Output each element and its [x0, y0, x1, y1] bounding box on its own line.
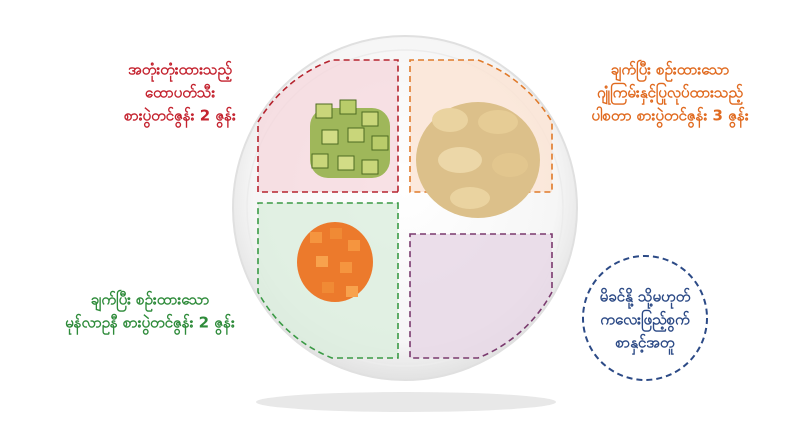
- pasta-label: ချက်ပြီး စဉ်းထားသော ဂျုံကြမ်းနှင့်ပြုလုပ…: [591, 60, 749, 129]
- label-line: ဂျုံကြမ်းနှင့်ပြုလုပ်ထားသည့်: [597, 82, 743, 106]
- pasta-food: [416, 102, 540, 218]
- label-line: ချက်ပြီး စဉ်းထားသော: [91, 290, 210, 313]
- label-line: ပါစတာ စားပွဲတင်ဇွန်း 3 ဇွန်း: [591, 106, 749, 129]
- carrot-food: [297, 222, 373, 302]
- label-line: အတုံးတုံးထားသည့်: [128, 60, 233, 83]
- label-line: စာနှင့်အတူ: [615, 333, 674, 356]
- milk-section: [409, 233, 553, 359]
- label-line: ထောပတ်သီး: [145, 83, 215, 102]
- plate-rim: [246, 49, 564, 367]
- avocado-food: [310, 99, 390, 178]
- label-line: စားပွဲတင်ဇွန်း 2 ဇွန်း: [124, 106, 236, 129]
- carrot-label: ချက်ပြီး စဉ်းထားသော မုန်လာဥနီ စားပွဲတင်ဇ…: [65, 290, 235, 336]
- milk-circle: [582, 255, 708, 381]
- label-line: မိခင်နို့ သို့မဟုတ်: [600, 287, 691, 310]
- plate-shadow: [256, 392, 556, 412]
- label-line: မုန်လာဥနီ စားပွဲတင်ဇွန်း 2 ဇွန်း: [65, 313, 235, 336]
- label-line: ချက်ပြီး စဉ်းထားသော: [611, 60, 730, 83]
- avocado-label: အတုံးတုံးထားသည့် ထောပတ်သီး စားပွဲတင်ဇွန်…: [124, 60, 236, 129]
